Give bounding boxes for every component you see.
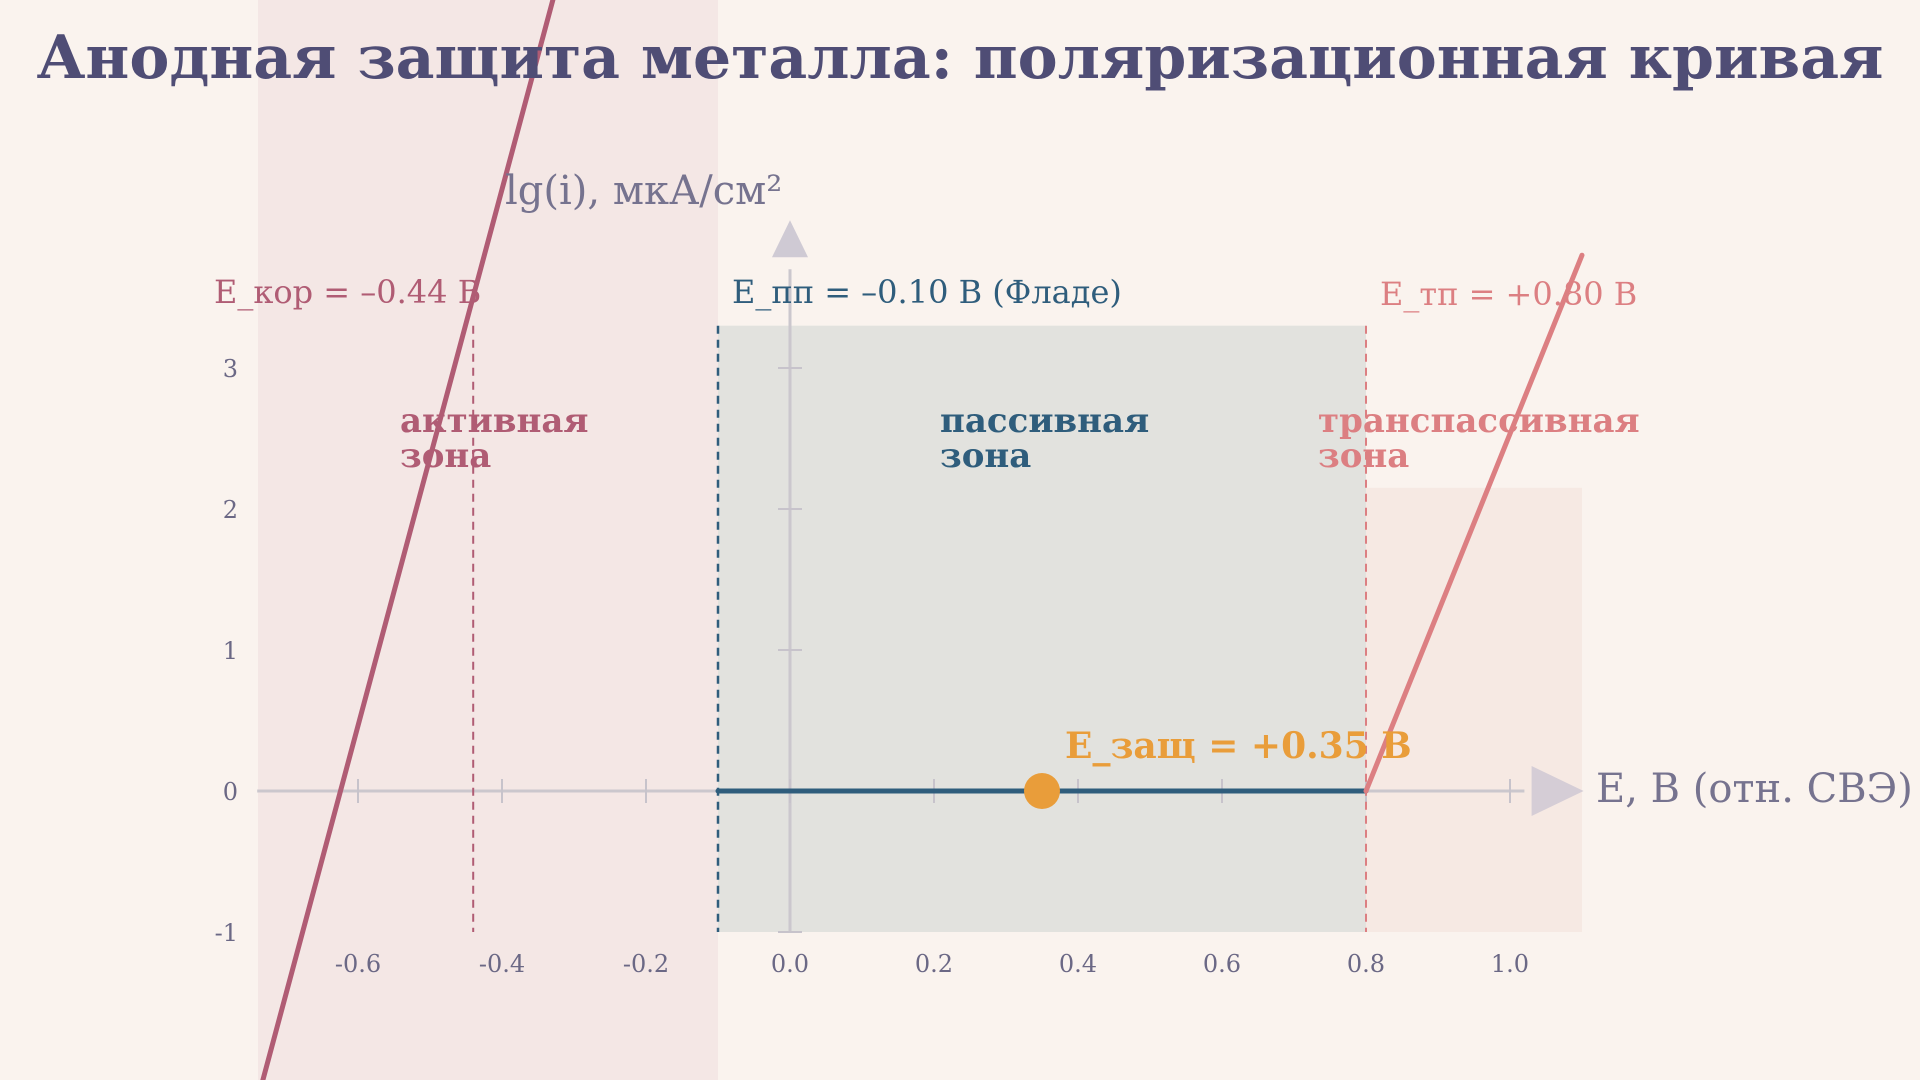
transpassive-zone-label-line2: зона — [1318, 436, 1409, 476]
transpassive-zone-band — [1366, 487, 1582, 932]
corrosion-potential-label: E_кор = –0.44 В — [214, 273, 481, 311]
y-tick-label: 0 — [223, 778, 238, 806]
x-tick-label: -0.2 — [623, 950, 669, 978]
transpassive-potential-label: E_тп = +0.80 В — [1380, 275, 1637, 313]
x-tick-label: 0.0 — [771, 950, 809, 978]
x-tick-label: -0.4 — [479, 950, 525, 978]
y-tick-label: 3 — [223, 355, 238, 383]
y-tick-label: -1 — [215, 919, 238, 947]
x-axis-arrowhead — [1531, 766, 1584, 816]
active-zone-band — [258, 0, 718, 1080]
y-axis-arrowhead — [772, 220, 808, 258]
x-tick-label: 0.8 — [1347, 950, 1385, 978]
y-tick-label: 2 — [223, 496, 238, 524]
y-axis-ticks: -1 0 1 2 3 — [215, 355, 802, 947]
x-tick-label: 1.0 — [1491, 950, 1529, 978]
active-curve — [260, 0, 556, 1080]
protection-potential-point — [1024, 773, 1060, 809]
passive-zone-label-line2: зона — [940, 436, 1031, 476]
x-tick-label: 0.4 — [1059, 950, 1097, 978]
transpassive-curve — [1363, 252, 1585, 794]
chart-title: Анодная защита металла: поляризационная … — [37, 23, 1884, 93]
x-tick-label: 0.2 — [915, 950, 953, 978]
passive-zone-label-line1: пассивная — [940, 401, 1149, 441]
protection-potential-label: E_защ = +0.35 В — [1065, 725, 1412, 767]
passive-zone-band — [718, 325, 1366, 932]
x-tick-label: -0.6 — [335, 950, 381, 978]
transpassive-zone-label-line1: транспассивная — [1318, 401, 1640, 441]
x-axis-label: E, В (отн. СВЭ) — [1596, 766, 1913, 812]
x-tick-label: 0.6 — [1203, 950, 1241, 978]
x-axis-ticks: -0.6 -0.4 -0.2 0.0 0.2 0.4 0.6 0.8 1.0 — [335, 779, 1529, 978]
passivation-potential-label: E_пп = –0.10 В (Фладе) — [732, 273, 1122, 311]
y-tick-label: 1 — [223, 637, 238, 665]
active-zone-label-line1: активная — [400, 401, 589, 441]
y-axis-label: lg(i), мкА/см² — [505, 168, 782, 214]
active-zone-label-line2: зона — [400, 436, 491, 476]
